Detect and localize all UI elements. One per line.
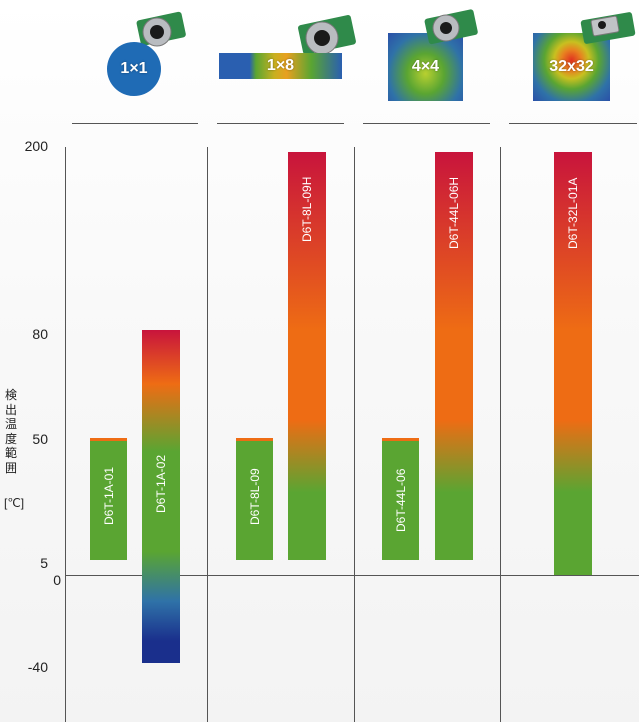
- group-divider: [354, 147, 355, 722]
- temperature-range-bar: D6T-8L-09H: [288, 152, 326, 560]
- group-divider: [500, 147, 501, 722]
- header-divider: [217, 123, 344, 124]
- zero-baseline: [65, 575, 639, 576]
- badge-label: 4×4: [411, 58, 440, 75]
- temperature-range-bar: D6T-1A-01: [90, 438, 127, 560]
- sensor-module-icon: [292, 10, 360, 58]
- header-divider: [363, 123, 490, 124]
- header-divider: [72, 123, 198, 124]
- resolution-badge: 1×1: [107, 42, 161, 96]
- resolution-badge: 32x32: [533, 33, 610, 101]
- bar-label: D6T-1A-01: [101, 466, 116, 525]
- header-divider: [509, 123, 637, 124]
- y-tick-label: 0: [53, 572, 61, 588]
- sensor-module-icon: [578, 6, 638, 46]
- temperature-range-bar: D6T-8L-09: [236, 438, 273, 560]
- temperature-range-bar: D6T-32L-01A: [554, 152, 592, 575]
- bar-label: D6T-32L-01A: [566, 177, 580, 250]
- y-tick-label: 200: [24, 138, 48, 154]
- y-tick-label: 50: [32, 431, 48, 447]
- y-axis-unit: [℃]: [4, 496, 25, 510]
- temperature-range-bar: D6T-1A-02: [142, 330, 180, 663]
- bar-label: D6T-44L-06H: [447, 177, 461, 250]
- group-divider: [207, 147, 208, 722]
- y-axis-line: [65, 147, 66, 722]
- bar-label: D6T-44L-06: [393, 468, 408, 532]
- sensor-module-icon: [420, 6, 480, 46]
- bar-label: D6T-1A-02: [154, 454, 168, 513]
- y-tick-label: 80: [32, 326, 48, 342]
- badge-label: 1×1: [120, 60, 148, 77]
- badge-label: 1×8: [266, 57, 295, 74]
- resolution-badge: 1×8: [219, 53, 342, 79]
- sensor-module-icon: [132, 8, 188, 48]
- temperature-range-bar: D6T-44L-06H: [435, 152, 473, 560]
- y-tick-label: 5: [40, 555, 48, 571]
- resolution-badge: 4×4: [388, 33, 463, 101]
- temperature-range-bar: D6T-44L-06: [382, 438, 419, 560]
- y-tick-label: -40: [27, 659, 48, 675]
- bar-label: D6T-8L-09H: [300, 176, 314, 242]
- bar-label: D6T-8L-09: [247, 468, 262, 525]
- badge-label: 32x32: [549, 58, 594, 75]
- y-axis-label: 検出温度範囲: [4, 388, 17, 475]
